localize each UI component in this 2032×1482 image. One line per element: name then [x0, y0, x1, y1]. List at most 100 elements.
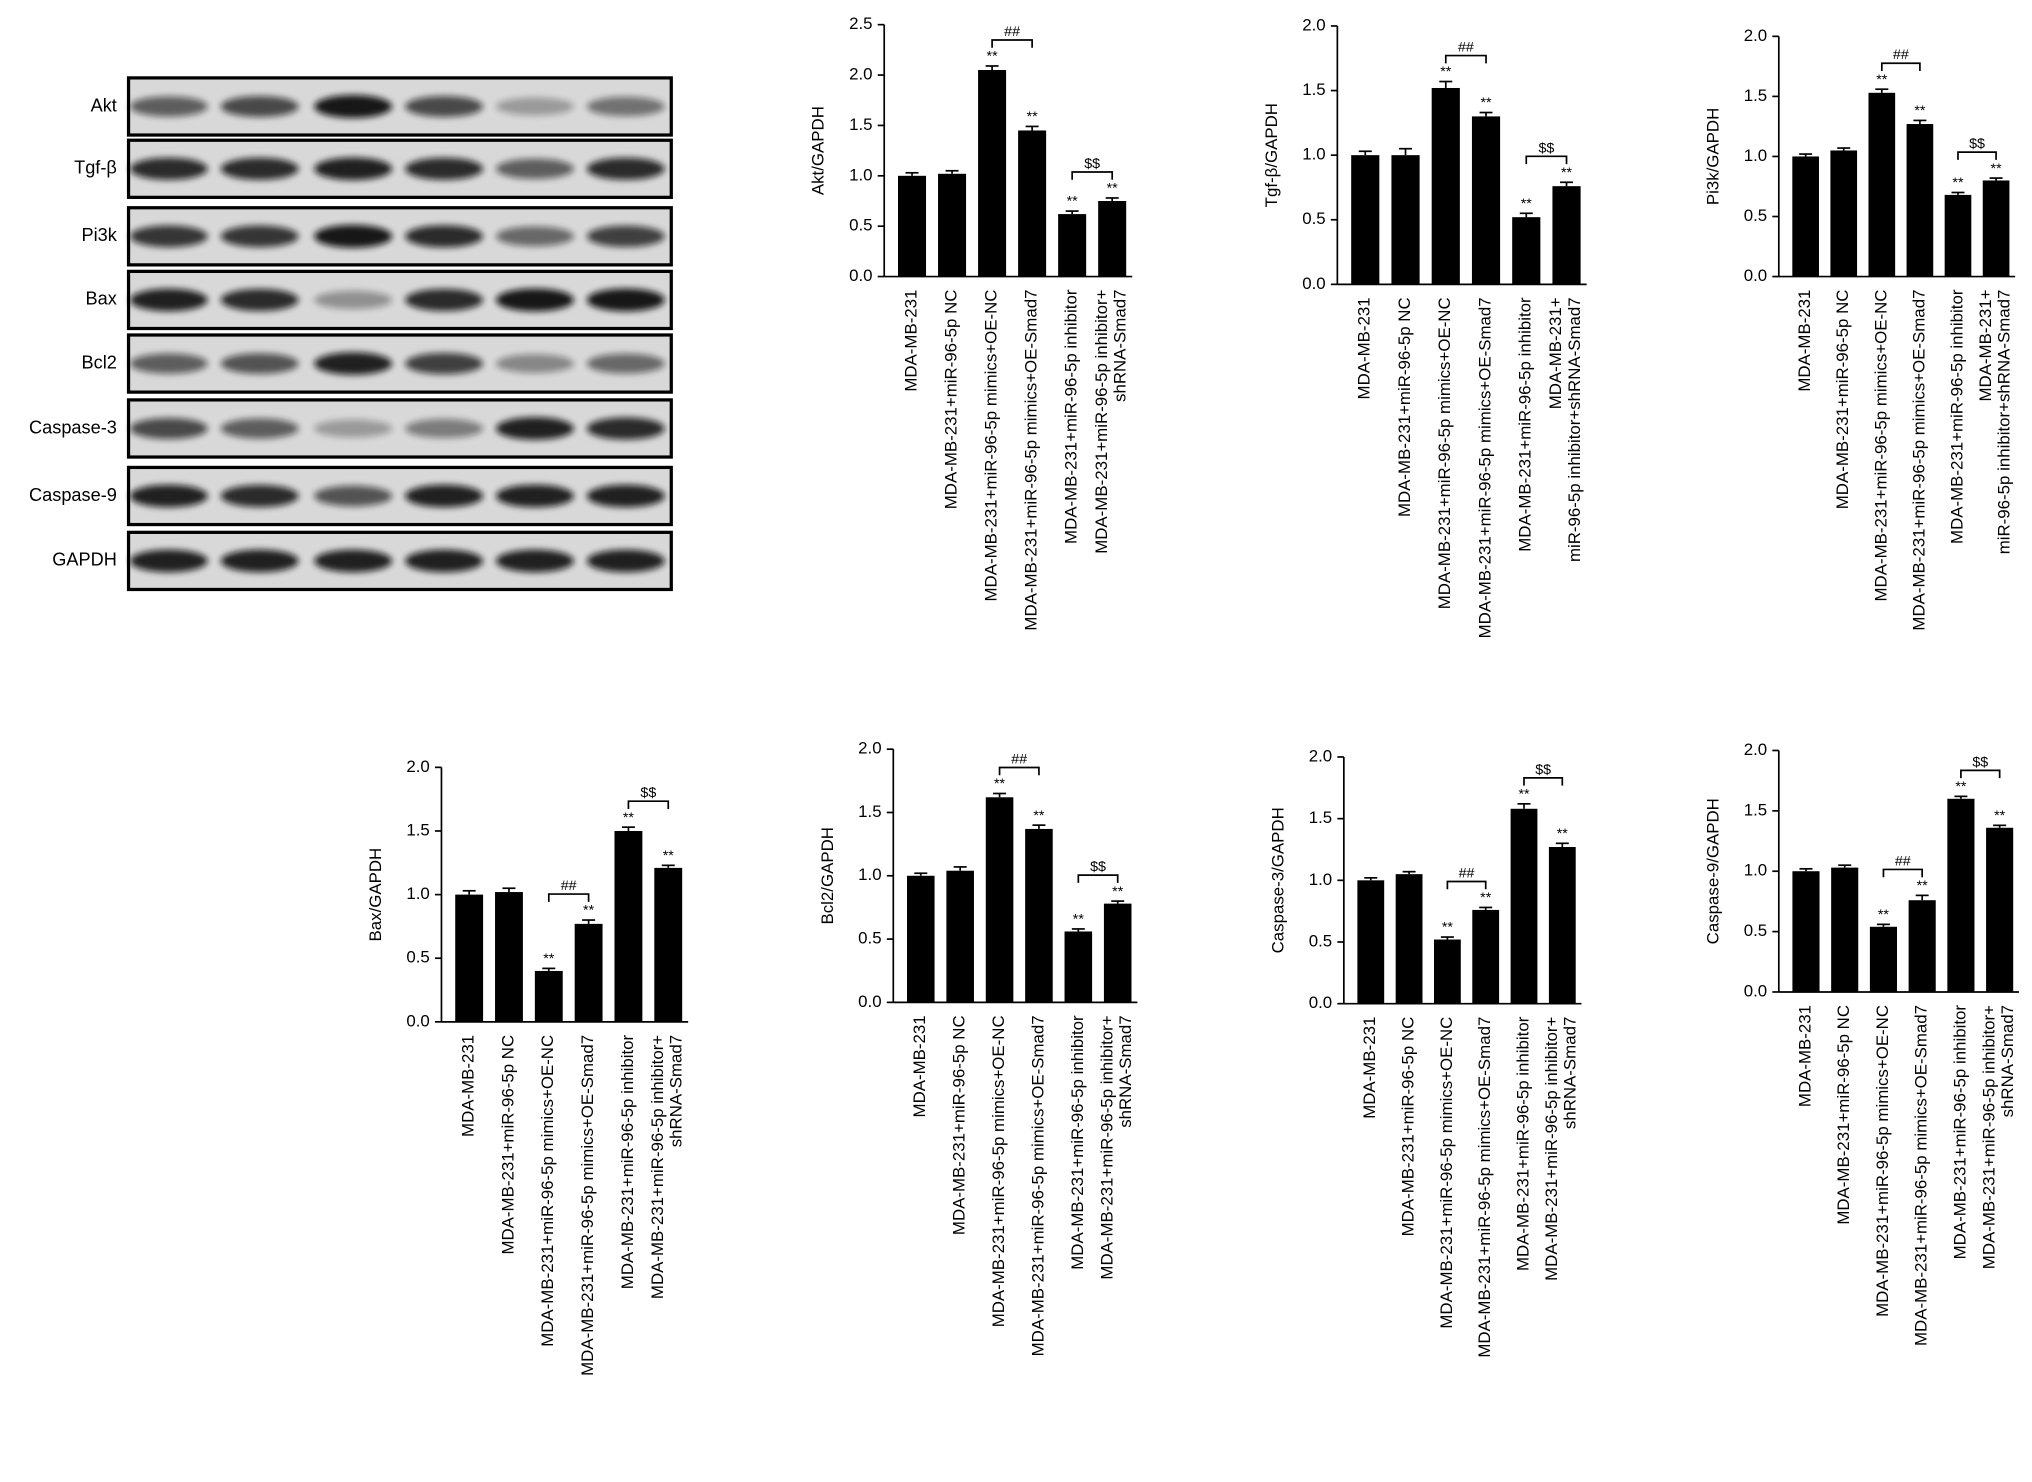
x-tick-label: MDA-MB-231+miR-96-5p inhibitor+shRNA-Sma…	[648, 1035, 686, 1299]
blot-band	[586, 417, 665, 440]
significance-label: **	[1557, 826, 1569, 842]
significance-label: **	[1914, 103, 1926, 119]
bar	[1947, 798, 1975, 992]
x-tick-label: MDA-MB-231+miR-96-5p mimics+OE-Smad7	[1909, 290, 1928, 631]
bracket-label: $$	[1090, 859, 1106, 875]
x-tick-label: MDA-MB-231+miR-96-5p mimics+OE-NC	[1871, 290, 1890, 602]
bracket-label: ##	[1895, 853, 1911, 869]
x-tick-label: MDA-MB-231+miR-96-5p mimics+OE-Smad7	[578, 1035, 597, 1376]
y-tick-label: 0.0	[1302, 274, 1325, 293]
y-tick-label: 1.0	[406, 884, 429, 903]
y-tick-label: 2.0	[406, 757, 429, 776]
blot-band	[586, 484, 665, 508]
x-tick-label: MDA-MB-231+miR-96-5p mimics+OE-Smad7	[1028, 1015, 1047, 1356]
blot-frame	[126, 465, 673, 527]
bar	[534, 970, 563, 1022]
x-tick-label: MDA-MB-231	[459, 1035, 478, 1137]
blot-band	[586, 96, 665, 117]
bracket-label: $$	[640, 785, 656, 801]
blot-band	[495, 484, 574, 508]
blot-label: GAPDH	[52, 550, 117, 570]
blot-band	[586, 225, 665, 248]
bracket-label: ##	[1893, 47, 1909, 63]
blot-frame	[126, 206, 673, 267]
blot-band	[495, 226, 574, 247]
significance-label: **	[1878, 907, 1890, 923]
x-tick-label: MDA-MB-231	[1795, 290, 1814, 392]
blot-band	[314, 485, 393, 507]
x-tick-label: MDA-MB-231+miR-96-5p mimics+OE-Smad7	[1475, 297, 1494, 638]
bracket-label: ##	[1011, 751, 1027, 767]
y-tick-label: 2.0	[849, 65, 872, 84]
significance-label: **	[583, 903, 595, 919]
significance-label: **	[1442, 920, 1454, 936]
bar	[1982, 180, 2010, 277]
y-tick-label: 1.0	[1302, 145, 1325, 164]
bracket-label: $$	[1538, 140, 1554, 156]
bar	[985, 797, 1014, 1003]
bar	[1792, 871, 1820, 992]
bracket	[1960, 769, 2001, 779]
blot-band	[129, 353, 208, 374]
bracket	[1957, 151, 1997, 160]
significance-label: **	[663, 848, 675, 864]
bracket	[1444, 54, 1487, 64]
significance-label: **	[1955, 779, 1967, 795]
significance-label: **	[1917, 878, 1929, 894]
bar	[1098, 200, 1127, 277]
blot-band	[129, 96, 208, 117]
x-tick-label: MDA-MB-231+miR-96-5p inhibitor	[1068, 1015, 1087, 1270]
bracket-label: ##	[1459, 865, 1475, 881]
y-axis-label: Caspase-3/GAPDH	[1268, 807, 1287, 953]
x-tick-label: MDA-MB-231+miR-96-5p inhibitor+shRNA-Sma…	[1547, 297, 1585, 562]
blot-band	[129, 417, 208, 439]
y-tick-label: 0.5	[406, 948, 429, 967]
significance-label: **	[1033, 808, 1045, 824]
blot-band	[220, 484, 299, 508]
bar	[1058, 214, 1087, 277]
significance-label: **	[543, 951, 555, 967]
y-axis-label: Akt/GAPDH	[809, 106, 828, 195]
x-tick-label: MDA-MB-231+miR-96-5p mimics+OE-NC	[989, 1015, 1008, 1327]
blot-band	[586, 157, 665, 180]
blot-band	[495, 549, 574, 573]
bar	[1986, 827, 2014, 992]
significance-label: **	[1561, 165, 1573, 181]
significance-label: **	[1027, 109, 1039, 125]
blot-band	[220, 353, 299, 374]
blot-band	[129, 225, 208, 248]
bar	[946, 870, 974, 1003]
blot-band	[314, 157, 393, 181]
bar	[1552, 186, 1581, 285]
x-tick-label: MDA-MB-231+miR-96-5p mimics+OE-Smad7	[1022, 290, 1041, 631]
y-tick-label: 0.0	[1744, 981, 1767, 1000]
bar	[1064, 931, 1093, 1003]
bar	[1944, 194, 1972, 277]
bar	[1510, 808, 1538, 1004]
bar	[654, 867, 683, 1022]
bar	[1830, 150, 1858, 277]
y-tick-label: 1.5	[1302, 80, 1325, 99]
x-tick-label: MDA-MB-231+miR-96-5p NC	[942, 290, 961, 510]
blot-band	[495, 158, 574, 179]
y-tick-label: 0.5	[849, 216, 872, 235]
blot-band	[314, 224, 393, 248]
blot-label: Pi3k	[82, 225, 118, 245]
x-tick-label: MDA-MB-231+miR-96-5p NC	[1833, 290, 1852, 510]
blot-frame	[126, 398, 673, 459]
bracket	[627, 800, 670, 809]
y-tick-label: 0.5	[858, 929, 881, 948]
significance-label: **	[1480, 890, 1492, 906]
bar	[898, 175, 927, 277]
bar	[1548, 847, 1576, 1004]
x-tick-label: MDA-MB-231	[1795, 1005, 1814, 1107]
blot-frame	[126, 530, 673, 592]
blot-label: Bcl2	[82, 352, 117, 372]
significance-label: **	[1480, 95, 1492, 111]
x-tick-label: MDA-MB-231+miR-96-5p mimics+OE-NC	[1437, 1017, 1456, 1329]
y-tick-label: 1.0	[849, 165, 872, 184]
x-tick-label: MDA-MB-231+miR-96-5p mimics+OE-NC	[1873, 1005, 1892, 1317]
x-tick-label: MDA-MB-231+miR-96-5p inhibitor+shRNA-Sma…	[1542, 1017, 1580, 1281]
x-tick-label: MDA-MB-231+miR-96-5p inhibitor	[1947, 289, 1966, 544]
bracket	[991, 39, 1033, 48]
